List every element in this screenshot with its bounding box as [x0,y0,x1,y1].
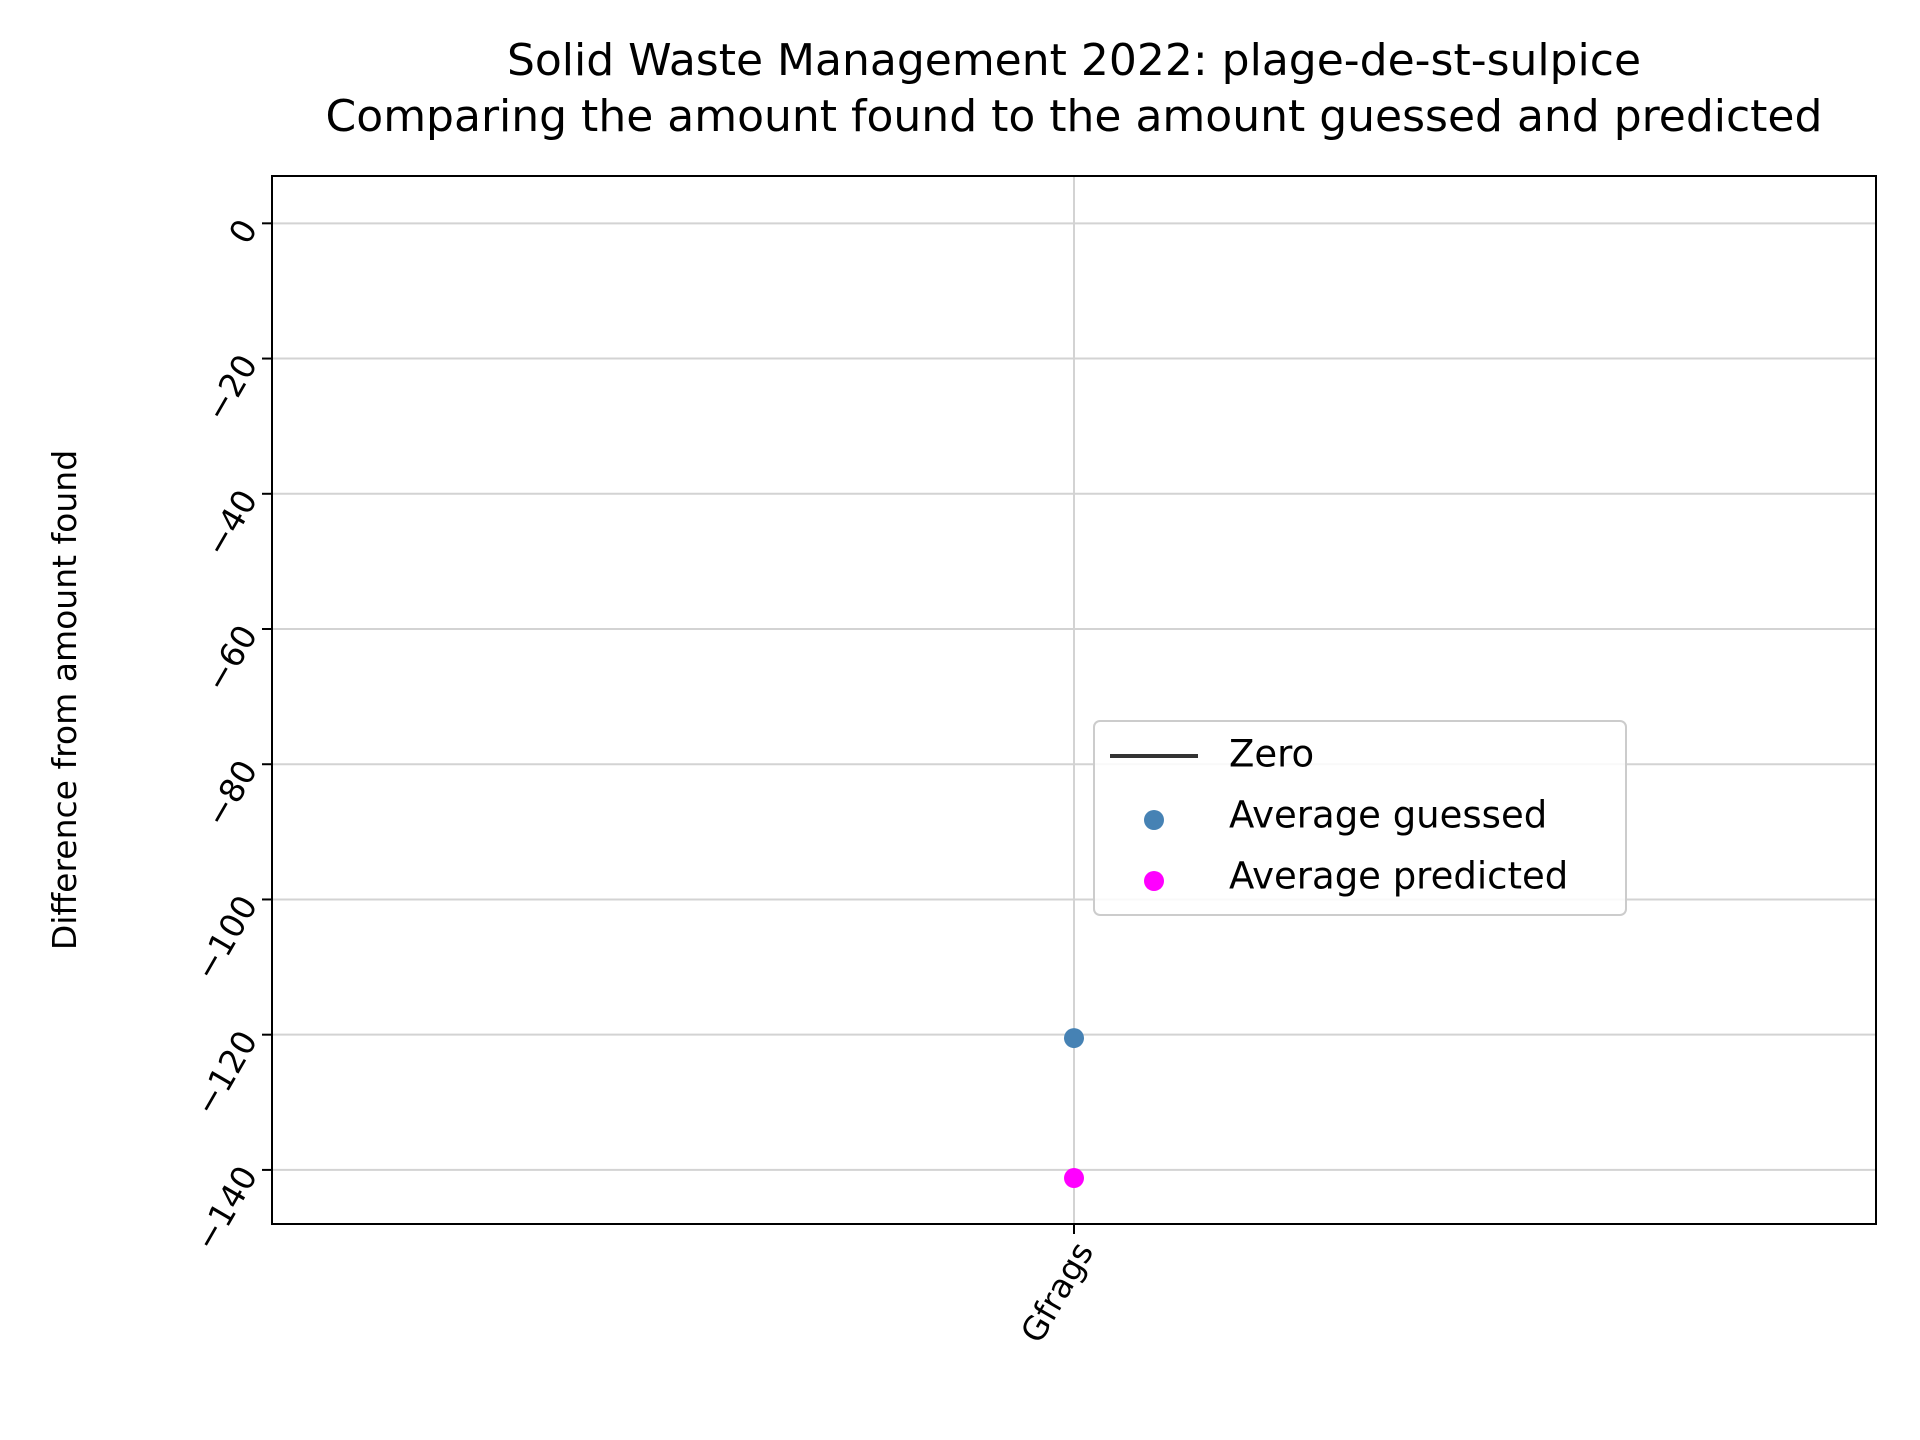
legend: Zero Average guessed Average predicted [1093,720,1627,916]
legend-label-average-predicted: Average predicted [1229,855,1568,898]
y-axis-label: Difference from amount found [45,450,84,950]
average-guessed-point [1064,1028,1084,1049]
average-predicted-point [1064,1168,1084,1189]
legend-label-zero: Zero [1229,733,1314,776]
data-marks [1064,1028,1084,1189]
legend-swatch-average-guessed [1144,810,1164,830]
grid [272,176,1876,1224]
legend-swatch-average-predicted [1144,871,1164,891]
legend-box [1093,720,1627,916]
chart-title: Solid Waste Management 2022: plage-de-st… [507,35,1641,86]
legend-label-average-guessed: Average guessed [1229,794,1547,837]
chart-subtitle: Comparing the amount found to the amount… [326,91,1823,142]
